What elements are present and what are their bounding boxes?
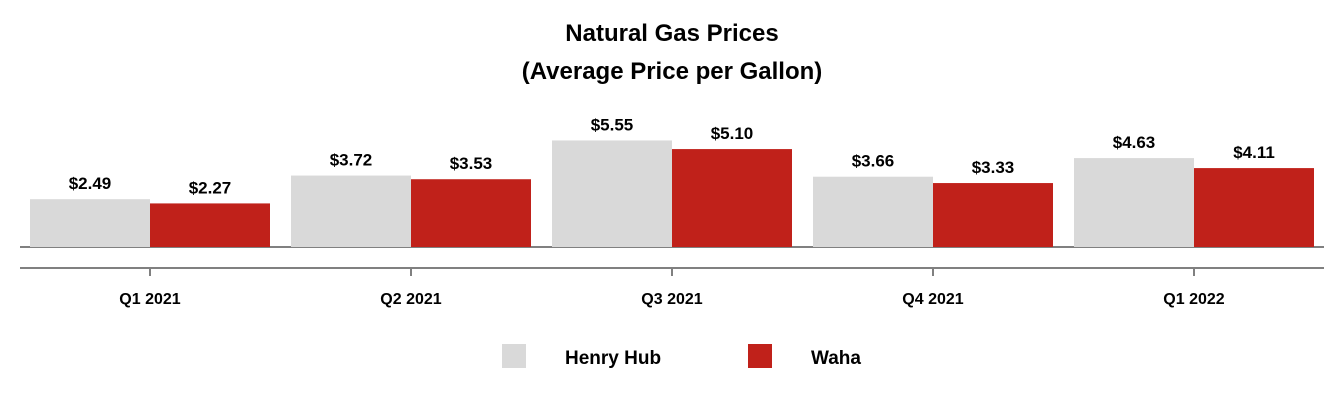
legend: Henry Hub Waha: [502, 344, 861, 369]
data-label-henry-hub-1: $2.49: [69, 174, 112, 193]
legend-label-henry-hub: Henry Hub: [565, 348, 661, 369]
legend-swatch-waha: [748, 344, 772, 368]
bar-waha-1: [150, 203, 270, 247]
x-axis: Q1 2021 Q2 2021 Q3 2021 Q4 2021 Q1 2022: [20, 267, 1324, 308]
legend-swatch-henry-hub: [502, 344, 526, 368]
bar-henry-hub-5: [1074, 158, 1194, 247]
data-label-waha-5: $4.11: [1233, 143, 1275, 162]
data-label-henry-hub-3: $5.55: [591, 115, 634, 134]
data-label-henry-hub-2: $3.72: [330, 151, 373, 170]
x-tick-label-1: Q1 2021: [119, 291, 180, 308]
x-tick-label-4: Q4 2021: [902, 291, 963, 308]
bar-waha-5: [1194, 168, 1314, 247]
x-tick-label-5: Q1 2022: [1163, 291, 1224, 308]
data-label-waha-2: $3.53: [450, 154, 493, 173]
data-label-waha-4: $3.33: [972, 158, 1015, 177]
bar-henry-hub-4: [813, 176, 933, 247]
bar-waha-3: [672, 149, 792, 247]
plot-area: $2.49 $2.27 $3.72 $3.53 $5.55 $5.10 $3.66 $3.33…: [20, 115, 1324, 248]
chart-subtitle-line: (Average Price per Gallon): [522, 58, 823, 85]
bar-henry-hub-3: [552, 140, 672, 247]
data-label-waha-3: $5.10: [711, 124, 754, 143]
bar-waha-2: [411, 179, 531, 247]
data-label-waha-1: $2.27: [189, 178, 232, 197]
data-label-henry-hub-4: $3.66: [852, 152, 895, 171]
bar-waha-4: [933, 183, 1053, 247]
bar-henry-hub-1: [30, 199, 150, 247]
x-tick-label-3: Q3 2021: [641, 291, 702, 308]
bar-henry-hub-2: [291, 175, 411, 247]
legend-label-waha: Waha: [811, 348, 861, 369]
x-tick-label-2: Q2 2021: [380, 291, 441, 308]
data-label-henry-hub-5: $4.63: [1113, 133, 1156, 152]
chart-title: Natural Gas Prices (Average Price per Ga…: [522, 20, 823, 85]
chart-title-line: Natural Gas Prices: [565, 20, 778, 47]
